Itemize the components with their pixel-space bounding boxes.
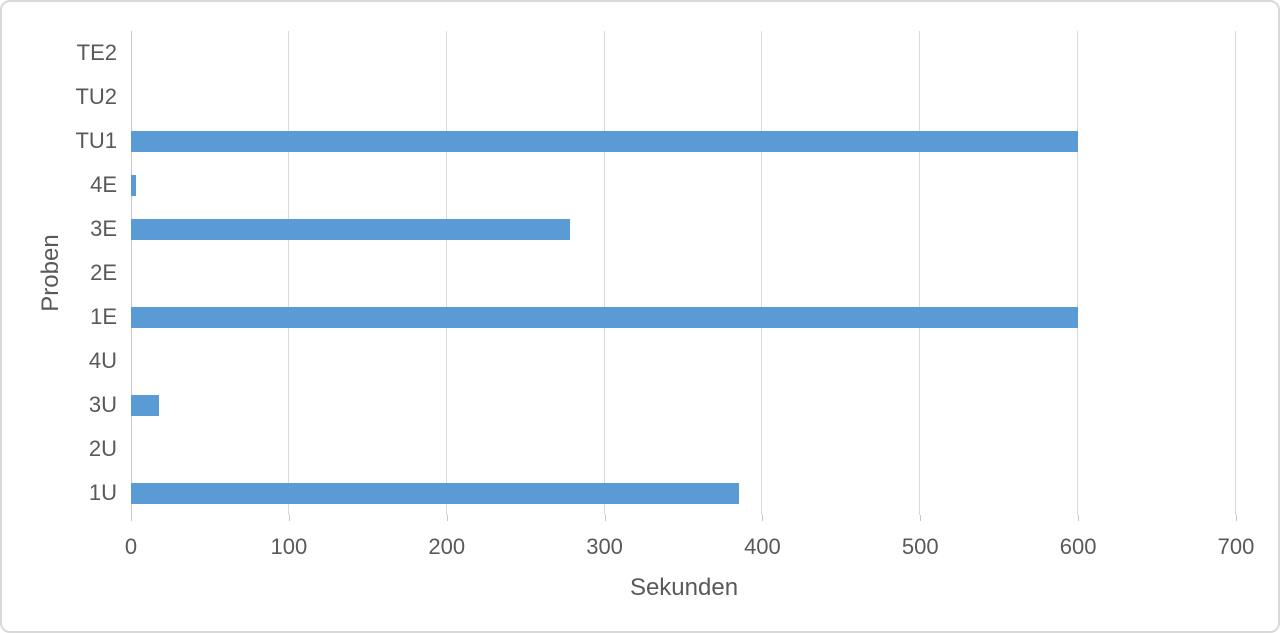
y-axis-line <box>131 31 132 521</box>
tick-mark-400 <box>762 515 764 521</box>
gridline-600 <box>1077 31 1079 515</box>
tick-mark-300 <box>604 515 606 521</box>
tick-mark-200 <box>446 515 448 521</box>
y-category-label-1e: 1E <box>90 304 117 329</box>
y-category-label-2e: 2E <box>90 260 117 285</box>
x-tick-label-600: 600 <box>1059 534 1097 559</box>
gridline-100 <box>287 31 289 515</box>
bar-1e <box>131 306 1079 328</box>
y-category-label-1u: 1U <box>88 480 117 505</box>
tick-mark-700 <box>1236 515 1237 521</box>
y-category-label-2u: 2U <box>88 436 117 461</box>
y-category-label-4u: 4U <box>88 348 117 373</box>
y-category-label-4e: 4E <box>90 172 117 197</box>
y-category-label-3e: 3E <box>90 216 117 241</box>
tick-mark-500 <box>920 515 922 521</box>
bar-3u <box>131 394 160 416</box>
gridline-500 <box>919 31 921 515</box>
tick-mark-600 <box>1078 515 1080 521</box>
bar-3e <box>131 218 570 240</box>
y-category-label-tu1: TU1 <box>75 128 117 153</box>
bar-4e <box>131 174 136 196</box>
x-tick-label-0: 0 <box>124 534 138 559</box>
tick-mark-100 <box>288 515 290 521</box>
plot-area <box>131 31 1236 515</box>
x-tick-label-100: 100 <box>270 534 308 559</box>
y-category-label-te2: TE2 <box>76 40 117 65</box>
gridline-700 <box>1235 31 1236 515</box>
tick-mark-0 <box>131 515 132 521</box>
gridline-200 <box>445 31 447 515</box>
y-category-label-3u: 3U <box>88 392 117 417</box>
x-tick-label-300: 300 <box>586 534 623 559</box>
x-tick-label-400: 400 <box>744 534 781 559</box>
x-tick-label-700: 700 <box>1217 534 1255 559</box>
x-tick-label-500: 500 <box>901 534 939 559</box>
x-axis-title: Sekunden <box>629 574 739 601</box>
bar-tu1 <box>131 130 1079 152</box>
x-tick-label-200: 200 <box>428 534 466 559</box>
bar-1u <box>131 482 739 504</box>
gridline-300 <box>603 31 605 515</box>
gridline-400 <box>761 31 763 515</box>
y-category-label-tu2: TU2 <box>75 84 117 109</box>
